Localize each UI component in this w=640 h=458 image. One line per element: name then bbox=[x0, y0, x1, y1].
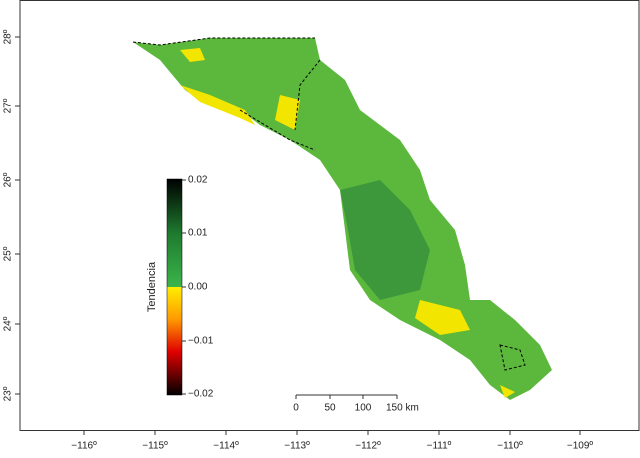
scale-label: 0 bbox=[293, 403, 299, 414]
x-tick-label: −112º bbox=[355, 441, 381, 452]
scale-label: 50 bbox=[324, 403, 336, 414]
x-tick-label: −109º bbox=[567, 441, 594, 452]
x-axis: −116º −115º −114º −113º −112º −111º −110… bbox=[71, 430, 593, 452]
color-bar bbox=[166, 178, 183, 396]
color-legend: Tendencia 0.02 0.01 0.00 −0.01 −0.02 bbox=[146, 175, 214, 400]
y-tick-label: 27º bbox=[3, 98, 14, 113]
legend-tick-label: 0.00 bbox=[188, 282, 208, 293]
x-tick-label: −111º bbox=[427, 441, 452, 452]
y-tick-label: 24º bbox=[3, 316, 14, 331]
y-tick-label: 28º bbox=[3, 29, 14, 44]
x-tick-label: −114º bbox=[213, 441, 239, 452]
y-tick-label: 26º bbox=[3, 172, 14, 187]
x-tick-label: −116º bbox=[71, 441, 97, 452]
peninsula bbox=[132, 37, 552, 400]
x-tick-label: −110º bbox=[497, 441, 523, 452]
scale-label: 100 bbox=[355, 403, 372, 414]
x-tick-label: −113º bbox=[284, 441, 310, 452]
y-tick-label: 25º bbox=[3, 246, 14, 261]
y-axis: 28º 27º 26º 25º 24º 23º bbox=[3, 29, 20, 401]
legend-tick-label: −0.02 bbox=[188, 389, 214, 400]
legend-tick-label: 0.01 bbox=[188, 228, 208, 239]
legend-title: Tendencia bbox=[146, 261, 158, 312]
legend-tick-label: 0.02 bbox=[188, 175, 208, 186]
map-frame bbox=[19, 0, 640, 431]
scale-bar: 0 50 100 150 km bbox=[293, 394, 419, 414]
y-tick-label: 23º bbox=[3, 386, 14, 401]
legend-tick-label: −0.01 bbox=[188, 336, 214, 347]
x-tick-label: −115º bbox=[142, 441, 168, 452]
scale-label: 150 km bbox=[386, 403, 419, 414]
